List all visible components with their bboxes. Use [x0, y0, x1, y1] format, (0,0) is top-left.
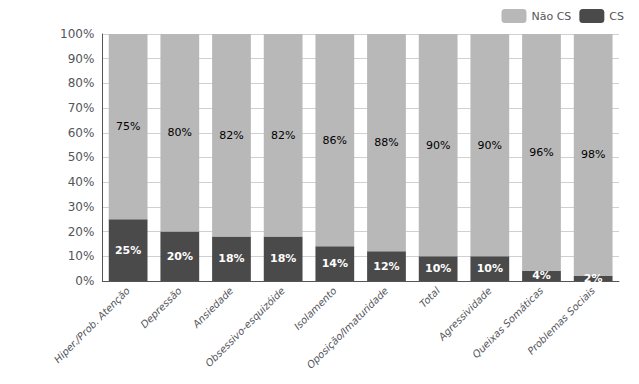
svg-text:Problemas Sociais: Problemas Sociais: [525, 285, 597, 357]
svg-text:12%: 12%: [373, 260, 399, 273]
svg-text:80%: 80%: [68, 76, 95, 90]
svg-text:18%: 18%: [218, 252, 244, 265]
svg-text:Hiper./Prob. Atenção: Hiper./Prob. Atenção: [52, 285, 132, 365]
svg-text:96%: 96%: [529, 146, 553, 159]
svg-text:20%: 20%: [68, 225, 95, 239]
svg-text:0%: 0%: [75, 274, 94, 288]
svg-text:90%: 90%: [478, 139, 502, 152]
svg-text:Depressão: Depressão: [138, 285, 183, 330]
svg-text:82%: 82%: [271, 129, 295, 142]
svg-text:Isolamento: Isolamento: [292, 285, 339, 332]
svg-text:10%: 10%: [425, 262, 451, 275]
svg-text:10%: 10%: [477, 262, 503, 275]
svg-text:Total: Total: [417, 285, 442, 310]
svg-text:Não CS: Não CS: [531, 10, 571, 23]
svg-text:10%: 10%: [68, 249, 95, 263]
svg-text:98%: 98%: [581, 148, 605, 161]
svg-text:Ansiedade: Ansiedade: [190, 285, 235, 330]
svg-text:80%: 80%: [168, 126, 192, 139]
svg-text:88%: 88%: [374, 136, 398, 149]
svg-text:82%: 82%: [219, 129, 243, 142]
svg-text:CS: CS: [609, 10, 624, 23]
svg-text:Oposição/Imaturidade: Oposição/Imaturidade: [305, 285, 391, 371]
svg-text:60%: 60%: [68, 126, 95, 140]
svg-text:20%: 20%: [167, 250, 193, 263]
svg-text:75%: 75%: [116, 120, 140, 133]
svg-text:50%: 50%: [68, 150, 95, 164]
svg-text:70%: 70%: [68, 101, 95, 115]
svg-text:Obsessivo-esquizóide: Obsessivo-esquizóide: [203, 285, 287, 369]
svg-text:86%: 86%: [323, 134, 347, 147]
svg-text:100%: 100%: [60, 27, 94, 41]
svg-text:30%: 30%: [68, 200, 95, 214]
svg-text:18%: 18%: [270, 252, 296, 265]
svg-text:90%: 90%: [426, 139, 450, 152]
svg-text:4%: 4%: [532, 269, 551, 282]
svg-text:Queixas Somáticas: Queixas Somáticas: [470, 285, 546, 361]
svg-text:40%: 40%: [68, 175, 95, 189]
svg-text:2%: 2%: [584, 272, 603, 285]
svg-text:25%: 25%: [115, 244, 141, 257]
svg-text:14%: 14%: [322, 257, 348, 270]
svg-text:90%: 90%: [68, 52, 95, 66]
svg-text:Agressividade: Agressividade: [436, 285, 494, 343]
